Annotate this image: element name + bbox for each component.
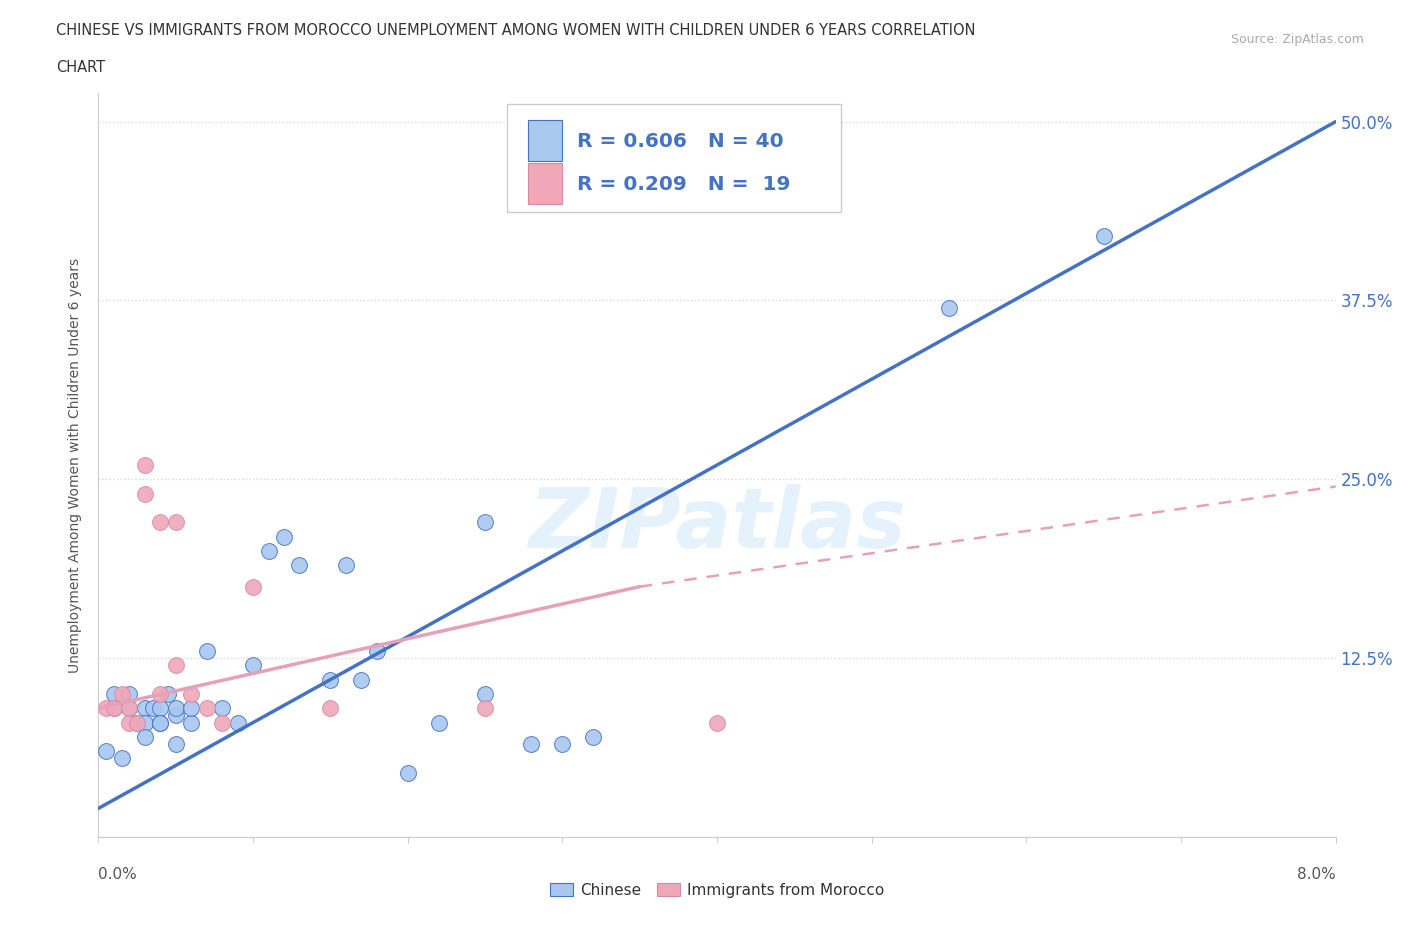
- Point: [134, 486, 156, 501]
- Point: [149, 701, 172, 716]
- Point: [118, 715, 141, 730]
- Point: [938, 300, 960, 315]
- Point: [165, 708, 187, 723]
- Point: [427, 715, 450, 730]
- Legend: Chinese, Immigrants from Morocco: Chinese, Immigrants from Morocco: [544, 876, 890, 904]
- Point: [195, 644, 218, 658]
- Point: [226, 715, 249, 730]
- Point: [582, 729, 605, 744]
- Point: [149, 515, 172, 530]
- Point: [180, 715, 202, 730]
- Point: [474, 515, 496, 530]
- Point: [180, 686, 202, 701]
- Point: [149, 715, 172, 730]
- Point: [103, 701, 125, 716]
- Point: [134, 701, 156, 716]
- Point: [319, 672, 342, 687]
- Point: [165, 658, 187, 672]
- Point: [127, 715, 149, 730]
- Point: [96, 744, 118, 759]
- Point: [242, 579, 264, 594]
- Point: [118, 701, 141, 716]
- Point: [211, 715, 233, 730]
- Text: 8.0%: 8.0%: [1296, 867, 1336, 882]
- Point: [706, 715, 728, 730]
- Point: [165, 701, 187, 716]
- Point: [474, 701, 496, 716]
- Point: [366, 644, 388, 658]
- Text: CHINESE VS IMMIGRANTS FROM MOROCCO UNEMPLOYMENT AMONG WOMEN WITH CHILDREN UNDER : CHINESE VS IMMIGRANTS FROM MOROCCO UNEMP…: [56, 23, 976, 38]
- Point: [350, 672, 373, 687]
- Point: [127, 715, 149, 730]
- Point: [319, 701, 342, 716]
- Point: [257, 543, 280, 558]
- Point: [335, 558, 357, 573]
- Point: [118, 701, 141, 716]
- Point: [111, 686, 134, 701]
- Point: [134, 715, 156, 730]
- Text: CHART: CHART: [56, 60, 105, 75]
- Text: Source: ZipAtlas.com: Source: ZipAtlas.com: [1230, 33, 1364, 46]
- Point: [96, 701, 118, 716]
- Point: [396, 765, 419, 780]
- Point: [1092, 229, 1115, 244]
- Point: [149, 686, 172, 701]
- Point: [149, 715, 172, 730]
- Point: [142, 701, 165, 716]
- Point: [474, 686, 496, 701]
- Point: [111, 751, 134, 765]
- Point: [520, 737, 543, 751]
- Point: [273, 529, 295, 544]
- Y-axis label: Unemployment Among Women with Children Under 6 years: Unemployment Among Women with Children U…: [69, 258, 83, 672]
- FancyBboxPatch shape: [527, 164, 562, 205]
- Text: 0.0%: 0.0%: [98, 867, 138, 882]
- Point: [157, 686, 180, 701]
- Point: [118, 686, 141, 701]
- Point: [551, 737, 574, 751]
- Text: R = 0.606   N = 40: R = 0.606 N = 40: [578, 132, 785, 151]
- Point: [180, 701, 202, 716]
- Text: ZIPatlas: ZIPatlas: [529, 484, 905, 565]
- FancyBboxPatch shape: [506, 104, 841, 212]
- Point: [195, 701, 218, 716]
- Point: [242, 658, 264, 672]
- Point: [165, 737, 187, 751]
- Point: [165, 515, 187, 530]
- Text: R = 0.209   N =  19: R = 0.209 N = 19: [578, 175, 790, 193]
- Point: [211, 701, 233, 716]
- Point: [134, 458, 156, 472]
- Point: [288, 558, 311, 573]
- FancyBboxPatch shape: [527, 120, 562, 161]
- Point: [103, 701, 125, 716]
- Point: [134, 729, 156, 744]
- Point: [103, 686, 125, 701]
